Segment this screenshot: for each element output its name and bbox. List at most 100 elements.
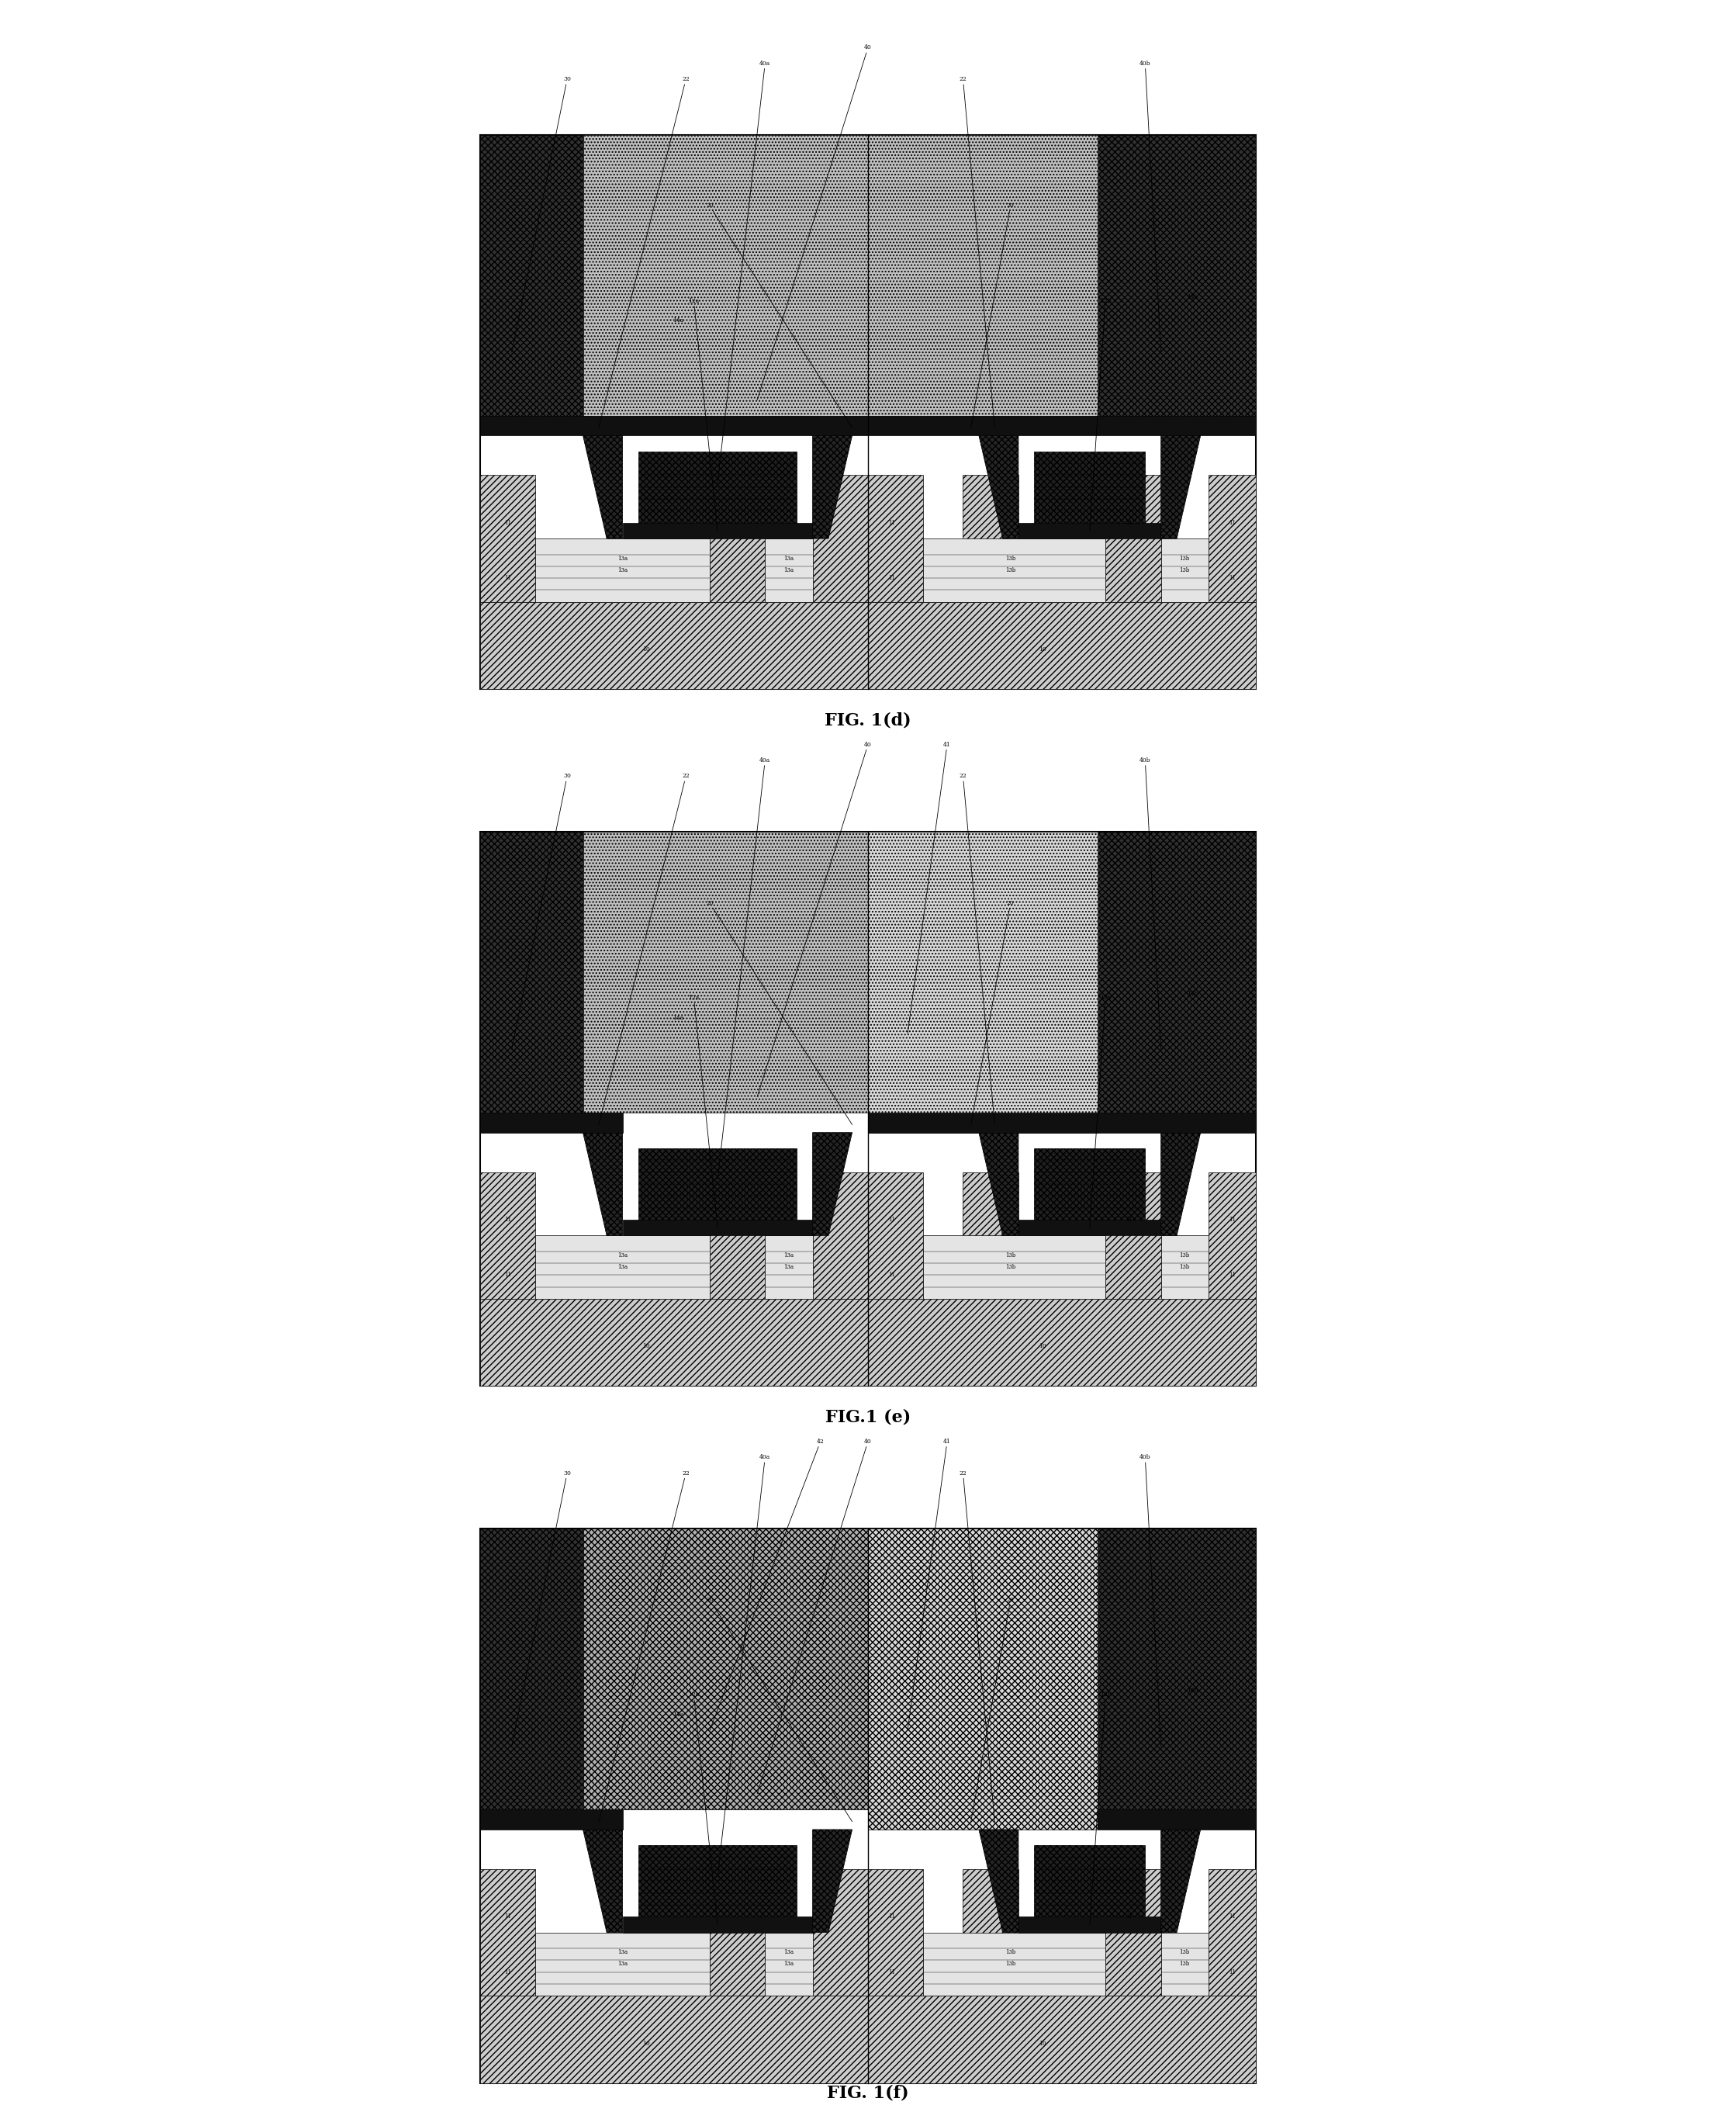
Text: 14a: 14a [672, 1014, 684, 1020]
Bar [481, 135, 1255, 689]
Bar [1161, 1932, 1208, 1996]
Bar [868, 832, 1097, 1113]
Bar [583, 1529, 868, 1810]
Text: 12b: 12b [1090, 1692, 1111, 1924]
Text: 13a: 13a [618, 568, 628, 572]
Bar [639, 452, 797, 522]
Text: 30: 30 [512, 1470, 571, 1747]
Text: 40b: 40b [1139, 61, 1161, 353]
Polygon shape [979, 1132, 1019, 1236]
Text: 11: 11 [503, 1271, 510, 1278]
Bar [1035, 452, 1146, 522]
Bar [812, 475, 868, 602]
Bar [1097, 1529, 1255, 1810]
Bar [623, 522, 812, 539]
Text: 12b: 12b [1090, 995, 1111, 1227]
Text: 40b: 40b [1139, 1455, 1161, 1747]
Text: 22: 22 [599, 76, 689, 427]
Text: 13a: 13a [618, 1949, 628, 1956]
Polygon shape [979, 1829, 1019, 1932]
Text: 30: 30 [512, 773, 571, 1050]
Text: 14a: 14a [672, 1711, 684, 1717]
Text: 13b: 13b [1005, 1252, 1016, 1259]
Bar [481, 1113, 623, 1132]
Text: 13b: 13b [1005, 1265, 1016, 1269]
Bar [924, 539, 1106, 602]
Bar [812, 1172, 868, 1299]
Text: 11: 11 [1127, 1913, 1134, 1920]
Text: 13a: 13a [783, 555, 793, 562]
Text: 13b: 13b [1005, 568, 1016, 572]
Bar [1161, 539, 1208, 602]
Text: 30: 30 [512, 76, 571, 353]
Bar [583, 1529, 868, 1810]
Text: 13a: 13a [783, 1962, 793, 1966]
Bar [481, 135, 590, 416]
Bar [481, 475, 535, 602]
Text: 11: 11 [1229, 1913, 1236, 1920]
Text: 40a: 40a [717, 1455, 771, 1878]
Bar [1097, 832, 1255, 1113]
Text: 11: 11 [889, 520, 896, 526]
Text: 40: 40 [757, 741, 871, 1096]
Text: 11: 11 [1229, 1271, 1236, 1278]
Text: 10: 10 [642, 646, 649, 653]
Polygon shape [583, 1829, 623, 1932]
Bar [1106, 1172, 1161, 1299]
Bar [1019, 1221, 1161, 1236]
Text: 22: 22 [599, 773, 689, 1124]
Bar [623, 1918, 812, 1932]
Text: 14a: 14a [672, 317, 684, 323]
Text: 20: 20 [970, 203, 1014, 427]
Text: 13b: 13b [1005, 1949, 1016, 1956]
Text: 13a: 13a [618, 1252, 628, 1259]
Text: 40: 40 [757, 44, 871, 399]
Bar [710, 475, 766, 602]
Bar [481, 602, 868, 689]
Bar [1019, 1918, 1161, 1932]
Bar [1208, 1869, 1255, 1996]
Bar [924, 1236, 1106, 1299]
Text: 20: 20 [970, 1597, 1014, 1821]
Text: 12a: 12a [687, 298, 717, 530]
Bar [1097, 135, 1255, 416]
Text: 13a: 13a [618, 1962, 628, 1966]
Bar [535, 539, 710, 602]
Text: 11: 11 [889, 574, 896, 581]
Bar [963, 475, 1019, 602]
Bar [535, 1236, 710, 1299]
Bar [868, 1172, 924, 1299]
Text: 12a: 12a [687, 995, 717, 1227]
Bar [623, 1221, 812, 1236]
Text: 13b: 13b [1005, 1962, 1016, 1966]
Bar [1106, 1869, 1161, 1996]
Bar [481, 1529, 590, 1810]
Bar [868, 602, 1255, 689]
Bar [766, 1932, 812, 1996]
Bar [639, 1149, 797, 1221]
Text: 12b: 12b [1090, 298, 1111, 530]
Text: 11: 11 [1229, 574, 1236, 581]
Bar [963, 1869, 1019, 1996]
Text: 13a: 13a [783, 1265, 793, 1269]
Text: 40: 40 [757, 1438, 871, 1793]
Text: 20: 20 [970, 900, 1014, 1124]
Text: 13b: 13b [1179, 1265, 1189, 1269]
Text: 11: 11 [1127, 520, 1134, 526]
Bar [583, 135, 868, 416]
Bar [868, 1529, 1097, 1810]
Bar [868, 1113, 1255, 1132]
Text: 13b: 13b [1179, 555, 1189, 562]
Bar [481, 1172, 535, 1299]
Bar [766, 1236, 812, 1299]
Bar [481, 416, 868, 435]
Bar [868, 1869, 924, 1996]
Bar [1035, 1149, 1146, 1221]
Text: 42: 42 [710, 1438, 825, 1730]
Text: FIG. 1(d): FIG. 1(d) [825, 712, 911, 729]
Text: 22: 22 [960, 773, 995, 1124]
Text: 10: 10 [1038, 646, 1047, 653]
Bar [868, 475, 924, 602]
Text: 13b: 13b [1179, 568, 1189, 572]
Polygon shape [1161, 435, 1201, 539]
